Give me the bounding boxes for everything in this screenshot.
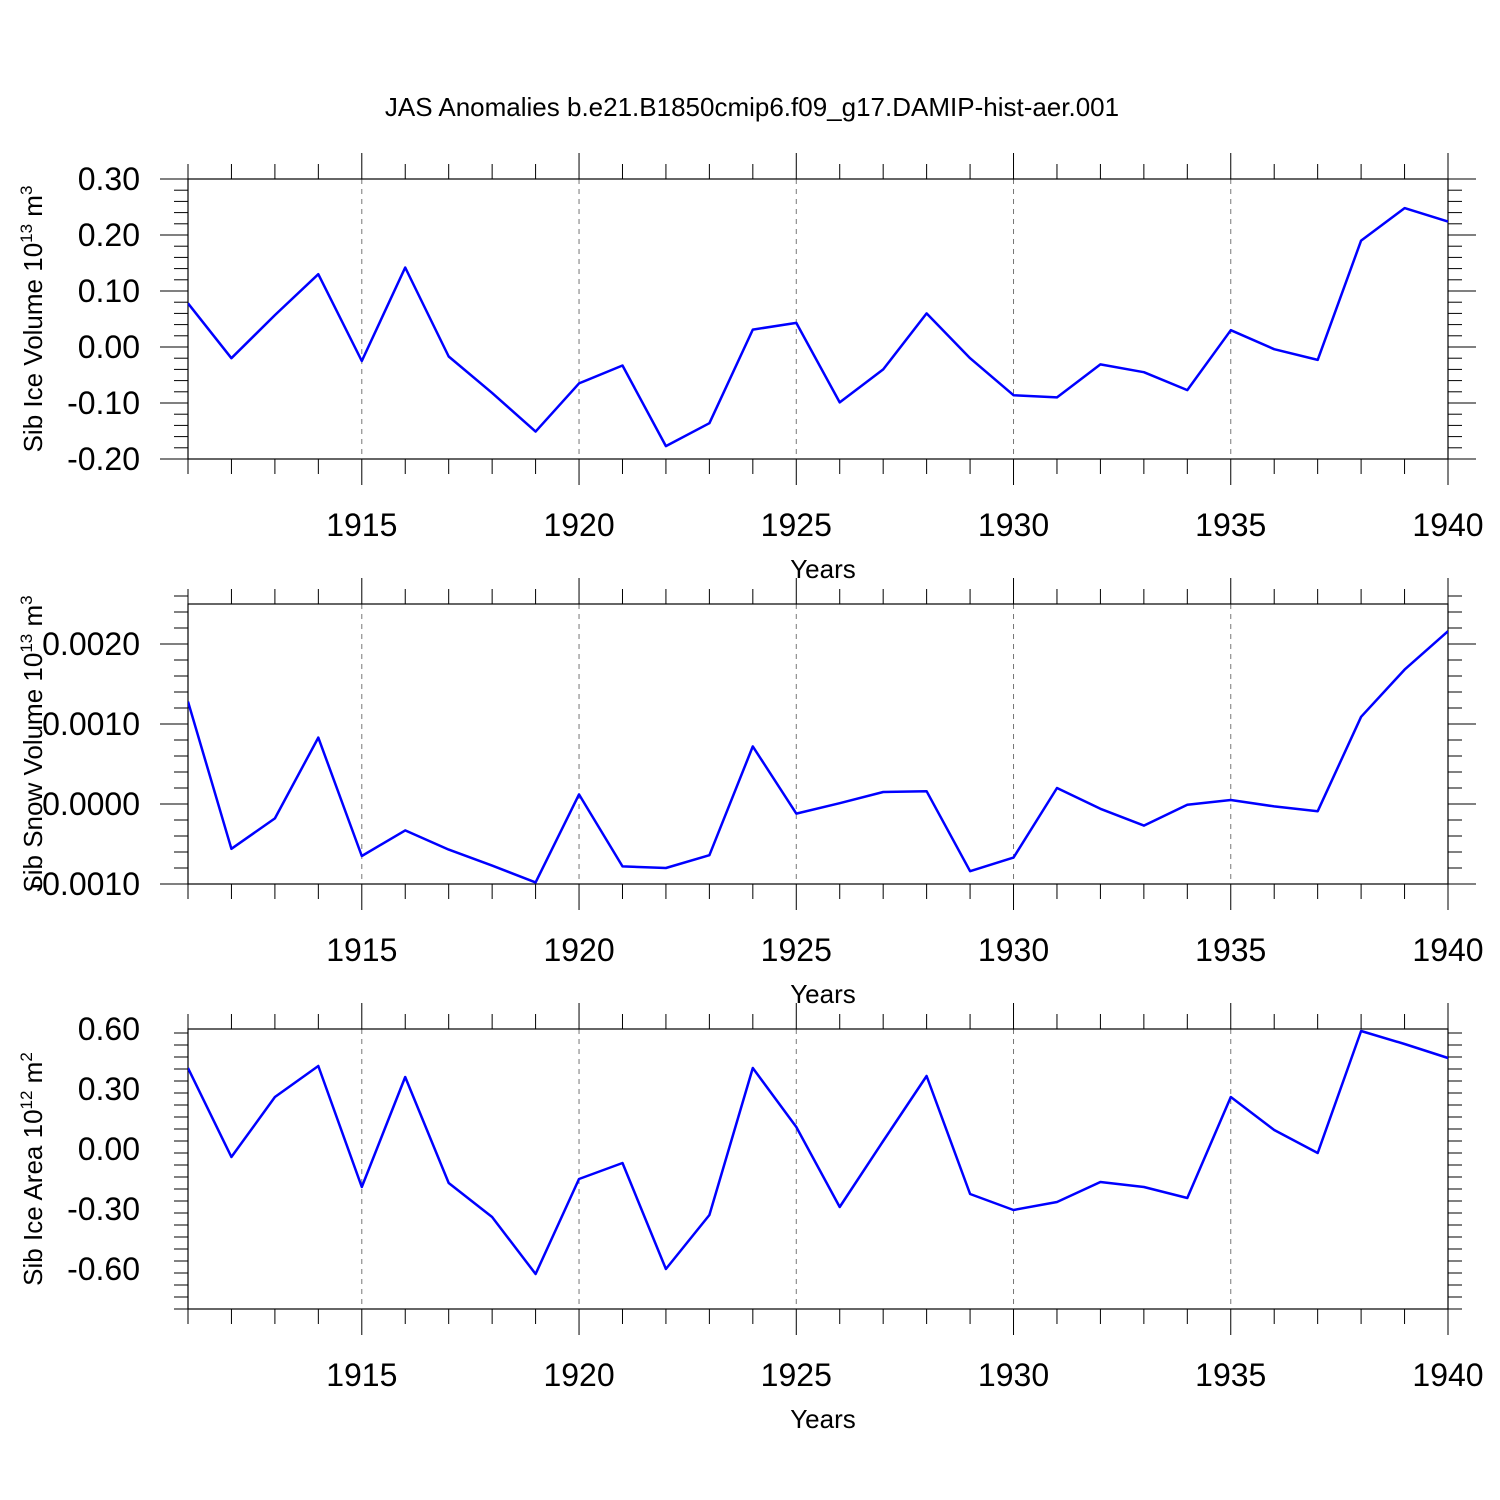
panel-sib-ice-volume: 0.30 0.20 0.10 0.00 -0.10 -0.20 1915 1920 1925 19… — [17, 153, 1484, 584]
y-tick-label: 0.00 — [78, 1131, 140, 1167]
x-tick-label: 1920 — [543, 932, 614, 968]
x-tick-label: 1925 — [761, 1357, 832, 1393]
x-tick-label: 1920 — [543, 1357, 614, 1393]
x-tick-label: 1940 — [1412, 932, 1483, 968]
series-line — [188, 206, 1448, 448]
series-line — [188, 1029, 1448, 1276]
x-tick-label: 1930 — [978, 932, 1049, 968]
y-tick-label: 0.30 — [78, 161, 140, 197]
panel-sib-snow-volume: 0.0020 0.0010 0.0000 -0.0010 1915 1920 1925 193… — [17, 578, 1484, 1009]
y-axis-label: Sib Ice Area 1012 m2 — [17, 1052, 48, 1286]
y-tick-label: 0.10 — [78, 273, 140, 309]
y-axis-label: Sib Snow Volume 1013 m3 — [17, 595, 48, 892]
x-axis-label: Years — [790, 979, 856, 1009]
x-tick-label: 1915 — [326, 1357, 397, 1393]
x-tick-label: 1930 — [978, 1357, 1049, 1393]
x-axis-label: Years — [790, 1404, 856, 1434]
y-tick-label: 0.60 — [78, 1011, 140, 1047]
x-tick-label: 1925 — [761, 507, 832, 543]
y-tick-label: -0.10 — [67, 385, 140, 421]
x-tick-label: 1935 — [1195, 507, 1266, 543]
y-tick-label: 0.0000 — [42, 786, 140, 822]
plot-frame — [187, 178, 1449, 460]
y-tick-label: -0.0010 — [31, 866, 140, 902]
x-tick-label: 1940 — [1412, 1357, 1483, 1393]
y-tick-label: -0.30 — [67, 1191, 140, 1227]
y-tick-label: -0.20 — [67, 441, 140, 477]
x-tick-label: 1940 — [1412, 507, 1483, 543]
chart-title: JAS Anomalies b.e21.B1850cmip6.f09_g17.D… — [385, 92, 1119, 122]
x-tick-label: 1930 — [978, 507, 1049, 543]
x-tick-label: 1915 — [326, 507, 397, 543]
y-tick-label: 0.0010 — [42, 706, 140, 742]
plot-frame — [187, 1028, 1449, 1310]
x-tick-label: 1915 — [326, 932, 397, 968]
x-tick-label: 1925 — [761, 932, 832, 968]
y-tick-label: 0.00 — [78, 329, 140, 365]
panel-sib-ice-area: 0.60 0.30 0.00 -0.30 -0.60 1915 1920 1925 1930 19… — [17, 1003, 1484, 1434]
x-axis-label: Years — [790, 554, 856, 584]
y-tick-label: -0.60 — [67, 1251, 140, 1287]
y-tick-label: 0.20 — [78, 217, 140, 253]
plot-frame — [187, 603, 1449, 885]
x-tick-label: 1935 — [1195, 932, 1266, 968]
y-axis-label: Sib Ice Volume 1013 m3 — [17, 186, 48, 453]
x-tick-label: 1920 — [543, 507, 614, 543]
y-tick-label: 0.0020 — [42, 626, 140, 662]
series-line — [188, 630, 1448, 884]
x-tick-label: 1935 — [1195, 1357, 1266, 1393]
y-tick-label: 0.30 — [78, 1071, 140, 1107]
